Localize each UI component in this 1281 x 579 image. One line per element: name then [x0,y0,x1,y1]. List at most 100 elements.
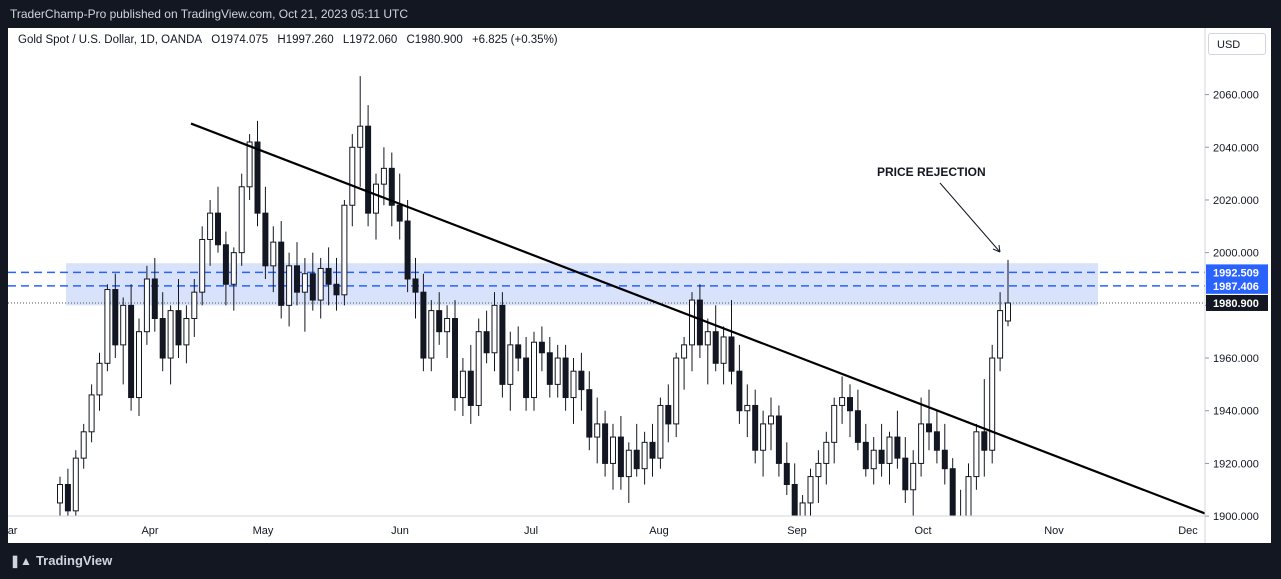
y-tick-label: 2040.000 [1213,142,1259,154]
candle-body [72,457,79,512]
publish-text: TraderChamp-Pro published on TradingView… [10,7,408,21]
y-tick-label: 1940.000 [1213,406,1259,418]
candle-body [80,431,87,459]
candle-body [689,299,695,346]
candle-body [357,125,364,148]
candle-body [617,436,624,478]
publish-bar: TraderChamp-Pro published on TradingView… [0,0,1281,28]
candle-body [957,515,964,516]
candle-body [151,278,158,320]
candle-body [965,476,972,516]
candle-body [136,331,142,399]
candle-body [388,167,395,206]
candle-body [167,310,174,359]
x-tick-label: May [253,525,274,537]
ohlc-low: L1972.060 [342,34,398,46]
candle-body [546,352,553,385]
x-tick-label: Mar [0,525,18,537]
candle-body [499,304,506,385]
candle-body [175,310,182,346]
candle-body [949,468,956,516]
candle-body [365,125,372,214]
candle-body [278,241,285,306]
currency-button[interactable]: USD [1208,33,1266,55]
candle-body [491,304,498,354]
footer-brand-label: TradingView [35,553,113,568]
candle-body [112,289,119,346]
candle-body [57,483,63,504]
candle-body [854,410,861,443]
candle-body [894,436,901,459]
candle-body [902,457,909,491]
candle-body [933,431,940,451]
candle-body [625,449,632,478]
candle-body [183,318,190,346]
candle-body [128,304,135,399]
y-tick-label: 1900.000 [1213,511,1259,523]
candle-body [862,441,869,470]
candle-body [341,204,348,296]
x-tick-label: Dec [1178,525,1198,537]
candle-body [404,220,411,280]
x-tick-label: Jul [524,525,538,537]
candle-body [238,186,245,254]
candle-body [538,341,545,354]
candle-body [918,423,925,464]
candle-body [562,357,569,399]
candle-body [657,404,664,459]
symbol-bar: Gold Spot / U.S. Dollar, 1D, OANDA O1974… [18,34,564,46]
candle-body [633,449,640,470]
candle-body [673,357,680,425]
candle-body [96,362,103,396]
candle-body [815,462,822,478]
candle-body [452,318,458,399]
candle-body [143,278,150,333]
ohlc-high: H1997.260 [277,34,334,46]
annotation-price-rejection: PRICE REJECTION [877,165,986,179]
resistance-zone [66,263,1098,306]
candle-body [301,273,308,293]
candle-body [649,441,656,459]
candle-body [831,404,838,443]
candle-body [665,404,672,425]
footer-brand[interactable]: ❚▲ TradingView [10,553,112,568]
candle-body [941,449,948,470]
y-tick-label: 1920.000 [1213,458,1259,470]
candle-body [760,423,767,451]
candle-body [586,389,593,438]
price-tag [1206,294,1268,311]
x-tick-label: Jun [391,525,409,537]
candle-body [215,212,221,246]
candle-body [775,415,782,464]
symbol-name[interactable]: Gold Spot / U.S. Dollar, 1D, OANDA [18,34,203,46]
candle-body [475,331,482,406]
candle-body [578,370,585,391]
annotation-arrow [939,182,1001,253]
candle-body [728,336,735,372]
ohlc-change: +6.825 (+0.35%) [471,34,558,46]
candle-body [886,436,893,464]
candle-body [207,212,214,240]
ohlc-close: C1980.900 [406,34,463,46]
candle-body [246,141,253,188]
candle-body [515,344,522,359]
candle-body [120,304,127,346]
candle-body [262,212,269,267]
candle-body [467,370,474,406]
candle-body [396,204,403,222]
ohlc-open: O1974.075 [211,34,269,46]
candle-body [104,289,111,364]
price-tag [1206,277,1268,294]
candle-body [436,310,443,333]
candle-body [333,283,340,296]
candle-body [791,483,798,516]
candle-body [570,370,577,399]
candle-body [847,397,853,412]
tradingview-logo-icon: ❚▲ [10,554,32,568]
candle-body [309,273,316,301]
candle-body [523,357,530,399]
candle-body [997,310,1004,359]
x-tick-label: Sep [787,525,807,537]
candle-body [823,441,830,464]
